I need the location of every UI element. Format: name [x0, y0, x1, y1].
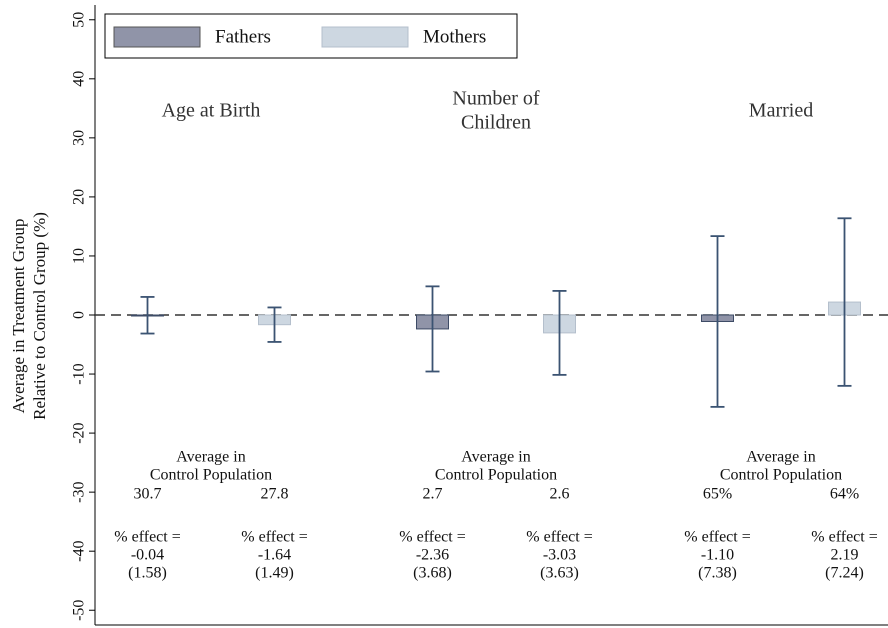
control-mean: 64% — [830, 486, 859, 503]
control-label: Control Population — [720, 467, 842, 484]
control-label: Average in — [176, 449, 245, 466]
control-label: Control Population — [150, 467, 272, 484]
control-mean: 2.6 — [550, 486, 570, 503]
effect-se: (7.38) — [698, 565, 737, 582]
effect-se: (1.58) — [128, 565, 167, 582]
y-tick-label: 50 — [71, 12, 88, 28]
y-tick-label: -20 — [71, 422, 88, 443]
effect-se: (7.24) — [825, 565, 864, 582]
y-tick-label: -40 — [71, 541, 88, 562]
y-tick-label: 40 — [71, 71, 88, 87]
effect-value: -1.10 — [701, 547, 734, 564]
effect-label: % effect = — [399, 529, 465, 546]
group-title: Age at Birth — [162, 100, 261, 122]
effect-label: % effect = — [811, 529, 877, 546]
effect-value: -0.04 — [131, 547, 164, 564]
effect-label: % effect = — [114, 529, 180, 546]
control-mean: 27.8 — [261, 486, 289, 503]
control-mean: 65% — [703, 486, 732, 503]
effect-label: % effect = — [684, 529, 750, 546]
group-title: Children — [461, 112, 531, 134]
control-label: Average in — [461, 449, 530, 466]
effect-se: (3.68) — [413, 565, 452, 582]
effect-value: -3.03 — [543, 547, 576, 564]
legend-swatch — [321, 26, 409, 48]
y-tick-label: -50 — [71, 600, 88, 621]
y-tick-label: -30 — [71, 481, 88, 502]
group-title: Married — [749, 100, 813, 122]
y-tick-label: 20 — [71, 189, 88, 205]
effect-se: (3.63) — [540, 565, 579, 582]
legend-label: Fathers — [215, 26, 271, 47]
effect-label: % effect = — [241, 529, 307, 546]
effect-se: (1.49) — [255, 565, 294, 582]
control-mean: 30.7 — [134, 486, 162, 503]
legend-label: Mothers — [423, 26, 486, 47]
effect-value: -1.64 — [258, 547, 291, 564]
y-axis-title: Average in Treatment Group — [9, 219, 28, 414]
y-tick-label: 10 — [71, 248, 88, 264]
y-tick-label: -10 — [71, 363, 88, 384]
group-title: Number of — [452, 88, 540, 110]
control-label: Control Population — [435, 467, 557, 484]
effect-value: 2.19 — [831, 547, 859, 564]
effect-value: -2.36 — [416, 547, 449, 564]
control-label: Average in — [746, 449, 815, 466]
y-axis-title: Relative to Control Group (%) — [30, 212, 49, 420]
y-tick-label: 30 — [71, 130, 88, 146]
effect-label: % effect = — [526, 529, 592, 546]
y-tick-label: 0 — [71, 311, 88, 319]
legend-swatch — [113, 26, 201, 48]
control-mean: 2.7 — [423, 486, 443, 503]
